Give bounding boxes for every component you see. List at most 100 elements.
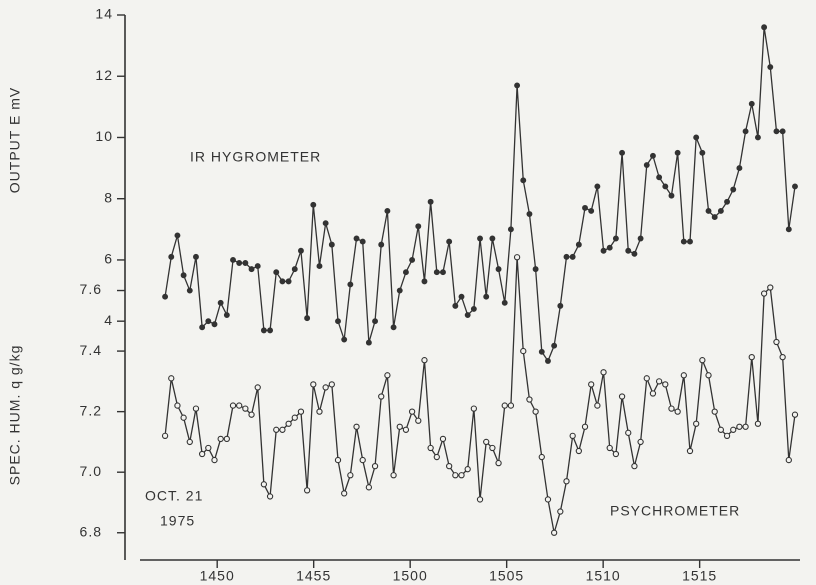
data-point	[384, 372, 391, 379]
data-point	[550, 529, 558, 536]
annotation: IR HYGROMETER	[190, 149, 321, 165]
data-point	[470, 305, 477, 312]
data-point	[464, 466, 471, 473]
data-point	[408, 408, 416, 415]
data-point	[754, 420, 762, 427]
data-point	[254, 263, 261, 270]
data-point	[711, 408, 718, 415]
data-point	[612, 450, 620, 458]
data-point	[668, 405, 675, 412]
data-point	[458, 293, 465, 300]
data-point	[705, 208, 712, 214]
data-point	[452, 302, 459, 309]
data-point	[291, 414, 298, 421]
data-point	[594, 402, 601, 409]
data-point	[378, 241, 385, 248]
data-point	[341, 336, 348, 343]
data-point	[520, 177, 527, 184]
data-point	[470, 405, 478, 412]
data-point	[483, 293, 490, 300]
data-point	[724, 198, 731, 205]
data-point	[186, 287, 193, 294]
data-point	[483, 438, 490, 446]
data-point	[211, 321, 218, 328]
data-point	[717, 208, 724, 214]
y-tick-label: 14	[95, 6, 113, 22]
data-point	[353, 235, 360, 242]
data-point	[705, 372, 712, 379]
data-point	[532, 408, 539, 415]
data-point	[198, 450, 206, 458]
data-point	[372, 318, 379, 325]
data-point	[791, 411, 799, 418]
data-point	[322, 384, 329, 391]
data-point	[520, 347, 527, 355]
data-point	[174, 402, 181, 409]
data-point	[322, 220, 329, 227]
data-point	[723, 432, 731, 440]
data-point	[569, 253, 576, 260]
y2-axis-label: SPEC. HUM. q g/kg	[7, 345, 23, 486]
data-point	[365, 484, 373, 491]
data-point	[680, 238, 687, 245]
y-tick-label: 10	[95, 128, 113, 144]
data-point	[415, 223, 422, 230]
data-point	[699, 149, 706, 156]
data-point	[476, 496, 484, 503]
data-point	[730, 186, 737, 193]
data-point	[236, 402, 243, 409]
data-point	[439, 435, 447, 443]
data-point	[754, 134, 761, 141]
data-point	[248, 266, 255, 273]
data-point	[655, 378, 663, 385]
data-point	[785, 226, 792, 233]
y-axis-label: OUTPUT E mV	[7, 87, 23, 193]
data-point	[545, 358, 551, 364]
data-point	[477, 235, 483, 242]
data-point	[594, 183, 601, 190]
data-point	[273, 269, 280, 276]
data-point	[433, 269, 440, 276]
data-point	[180, 414, 187, 421]
data-point	[396, 423, 403, 430]
data-point	[335, 318, 341, 325]
data-point	[334, 456, 342, 464]
data-point	[748, 353, 755, 361]
data-point	[230, 256, 236, 263]
data-point	[662, 381, 669, 388]
data-point	[297, 408, 305, 415]
data-point	[396, 287, 403, 294]
data-point	[507, 226, 514, 233]
data-point	[168, 253, 175, 260]
data-point	[446, 238, 453, 245]
data-point	[631, 250, 638, 257]
data-point	[446, 462, 453, 470]
x-tick-label: 1450	[200, 568, 235, 584]
data-point	[612, 235, 619, 242]
data-point	[205, 318, 212, 325]
data-point	[495, 266, 502, 273]
data-point	[390, 472, 397, 479]
data-point	[365, 339, 372, 346]
data-point	[625, 429, 632, 436]
data-point	[248, 411, 255, 418]
data-point	[569, 432, 576, 440]
data-point	[736, 165, 743, 172]
data-point	[773, 128, 780, 135]
data-point	[748, 100, 755, 107]
data-point	[699, 357, 706, 364]
data-point	[310, 201, 317, 208]
data-point	[495, 459, 502, 467]
data-point	[347, 472, 354, 479]
data-point	[260, 327, 267, 334]
data-point	[767, 284, 774, 291]
data-point	[618, 393, 626, 400]
data-point	[526, 396, 533, 403]
data-point	[297, 247, 304, 254]
data-point	[489, 444, 496, 452]
data-point	[711, 214, 718, 221]
data-point	[211, 456, 218, 464]
data-point	[310, 381, 317, 388]
data-point	[359, 456, 366, 464]
